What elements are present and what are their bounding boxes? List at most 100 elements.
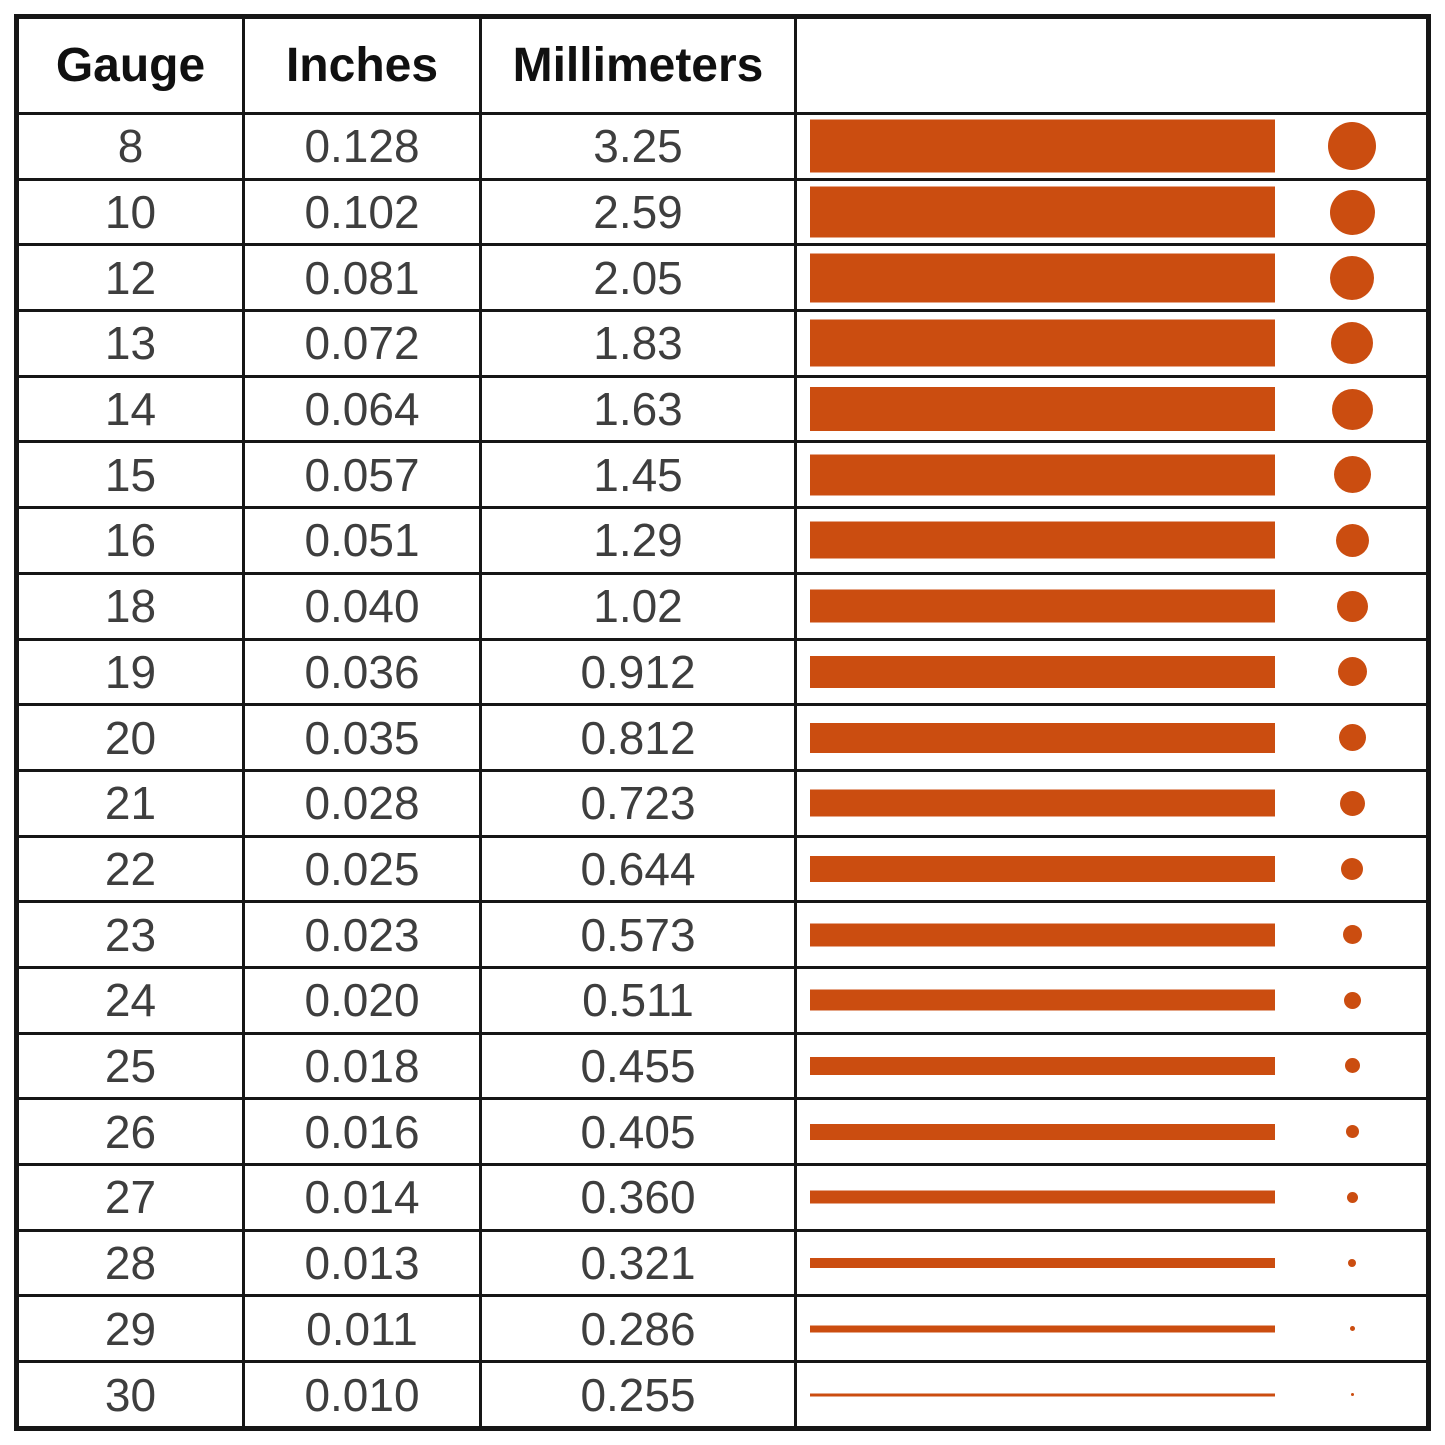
wire-thickness-bar bbox=[810, 722, 1275, 753]
gauge-value: 13 bbox=[15, 309, 245, 378]
table-row: 25 0.018 0.455 bbox=[15, 1031, 1430, 1101]
gauge-value: 8 bbox=[15, 112, 245, 181]
wire-cross-section-dot bbox=[1335, 523, 1369, 557]
wire-cross-section-dot bbox=[1336, 590, 1368, 622]
gauge-value: 10 bbox=[15, 177, 245, 247]
wire-size-visual-cell bbox=[794, 637, 1430, 707]
wire-cross-section-dot bbox=[1331, 388, 1373, 430]
table-row: 12 0.081 2.05 bbox=[15, 243, 1430, 313]
wire-cross-section-dot bbox=[1328, 122, 1376, 171]
wire-thickness-bar bbox=[810, 1123, 1275, 1140]
wire-cross-section-dot bbox=[1350, 1393, 1354, 1397]
gauge-value: 27 bbox=[15, 1163, 245, 1232]
wire-thickness-bar bbox=[810, 1258, 1275, 1269]
inches-value: 0.016 bbox=[242, 1097, 482, 1166]
gauge-value: 29 bbox=[15, 1294, 245, 1364]
millimeters-value: 1.83 bbox=[479, 309, 797, 378]
inches-value: 0.102 bbox=[242, 177, 482, 247]
wire-thickness-bar bbox=[810, 1056, 1275, 1075]
gauge-value: 14 bbox=[15, 374, 245, 444]
wire-size-visual-cell bbox=[794, 243, 1430, 313]
gauge-value: 30 bbox=[15, 1360, 245, 1430]
wire-size-visual-cell bbox=[794, 1294, 1430, 1364]
inches-value: 0.025 bbox=[242, 834, 482, 904]
inches-value: 0.072 bbox=[242, 309, 482, 378]
inches-value: 0.036 bbox=[242, 637, 482, 707]
wire-size-visual-cell bbox=[794, 309, 1430, 378]
wire-thickness-bar bbox=[810, 655, 1275, 688]
table-row: 15 0.057 1.45 bbox=[15, 440, 1430, 510]
wire-cross-section-dot bbox=[1337, 657, 1367, 687]
wire-dot-wrapper bbox=[1327, 248, 1377, 308]
wire-cross-section-dot bbox=[1339, 790, 1365, 816]
wire-dot-wrapper bbox=[1327, 1102, 1377, 1162]
wire-cross-section-dot bbox=[1345, 1125, 1359, 1139]
wire-thickness-bar bbox=[810, 119, 1275, 173]
millimeters-value: 1.63 bbox=[479, 374, 797, 444]
table-row: 27 0.014 0.360 bbox=[15, 1163, 1430, 1232]
wire-dot-wrapper bbox=[1327, 445, 1377, 505]
wire-thickness-bar bbox=[810, 319, 1275, 367]
wire-dot-wrapper bbox=[1327, 182, 1377, 242]
inches-value: 0.057 bbox=[242, 440, 482, 510]
wire-size-visual-cell bbox=[794, 112, 1430, 181]
column-header-size-visual bbox=[794, 15, 1430, 115]
wire-dot-wrapper bbox=[1327, 839, 1377, 899]
table-row: 23 0.023 0.573 bbox=[15, 900, 1430, 969]
millimeters-value: 3.25 bbox=[479, 112, 797, 181]
wire-size-visual-cell bbox=[794, 703, 1430, 772]
table-row: 26 0.016 0.405 bbox=[15, 1097, 1430, 1166]
gauge-value: 15 bbox=[15, 440, 245, 510]
wire-size-visual-cell bbox=[794, 1097, 1430, 1166]
wire-dot-wrapper bbox=[1327, 642, 1377, 702]
gauge-value: 20 bbox=[15, 703, 245, 772]
inches-value: 0.028 bbox=[242, 768, 482, 838]
wire-dot-wrapper bbox=[1327, 379, 1377, 439]
wire-thickness-bar bbox=[810, 1190, 1275, 1204]
gauge-value: 24 bbox=[15, 965, 245, 1035]
wire-dot-wrapper bbox=[1327, 576, 1377, 636]
wire-dot-wrapper bbox=[1327, 1365, 1377, 1426]
wire-size-visual-cell bbox=[794, 965, 1430, 1035]
gauge-value: 16 bbox=[15, 506, 245, 575]
wire-dot-wrapper bbox=[1327, 1233, 1377, 1293]
wire-thickness-bar bbox=[810, 253, 1275, 303]
wire-cross-section-dot bbox=[1341, 857, 1363, 880]
wire-dot-wrapper bbox=[1327, 314, 1377, 374]
wire-cross-section-dot bbox=[1344, 1058, 1360, 1074]
wire-size-visual-cell bbox=[794, 1163, 1430, 1232]
column-header-gauge: Gauge bbox=[15, 15, 245, 115]
millimeters-value: 0.573 bbox=[479, 900, 797, 969]
inches-value: 0.013 bbox=[242, 1228, 482, 1298]
wire-cross-section-dot bbox=[1346, 1191, 1358, 1203]
wire-size-visual-cell bbox=[794, 768, 1430, 838]
inches-value: 0.020 bbox=[242, 965, 482, 1035]
wire-thickness-bar bbox=[810, 186, 1275, 238]
wire-thickness-bar bbox=[810, 387, 1275, 432]
wire-dot-wrapper bbox=[1327, 773, 1377, 833]
wire-cross-section-dot bbox=[1349, 1326, 1355, 1332]
inches-value: 0.128 bbox=[242, 112, 482, 181]
table-row: 18 0.040 1.02 bbox=[15, 571, 1430, 641]
wire-thickness-bar bbox=[810, 521, 1275, 559]
table-row: 21 0.028 0.723 bbox=[15, 768, 1430, 838]
table-row: 16 0.051 1.29 bbox=[15, 506, 1430, 575]
wire-thickness-bar bbox=[810, 1325, 1275, 1333]
gauge-value: 21 bbox=[15, 768, 245, 838]
wire-thickness-bar bbox=[810, 589, 1275, 623]
inches-value: 0.018 bbox=[242, 1031, 482, 1101]
millimeters-value: 0.405 bbox=[479, 1097, 797, 1166]
millimeters-value: 0.644 bbox=[479, 834, 797, 904]
inches-value: 0.014 bbox=[242, 1163, 482, 1232]
wire-thickness-bar bbox=[810, 989, 1275, 1011]
gauge-value: 26 bbox=[15, 1097, 245, 1166]
millimeters-value: 0.723 bbox=[479, 768, 797, 838]
inches-value: 0.040 bbox=[242, 571, 482, 641]
wire-size-visual-cell bbox=[794, 506, 1430, 575]
wire-size-visual-cell bbox=[794, 1031, 1430, 1101]
table-row: 22 0.025 0.644 bbox=[15, 834, 1430, 904]
millimeters-value: 0.812 bbox=[479, 703, 797, 772]
wire-thickness-bar bbox=[810, 1393, 1275, 1397]
wire-dot-wrapper bbox=[1327, 511, 1377, 571]
wire-size-visual-cell bbox=[794, 900, 1430, 969]
